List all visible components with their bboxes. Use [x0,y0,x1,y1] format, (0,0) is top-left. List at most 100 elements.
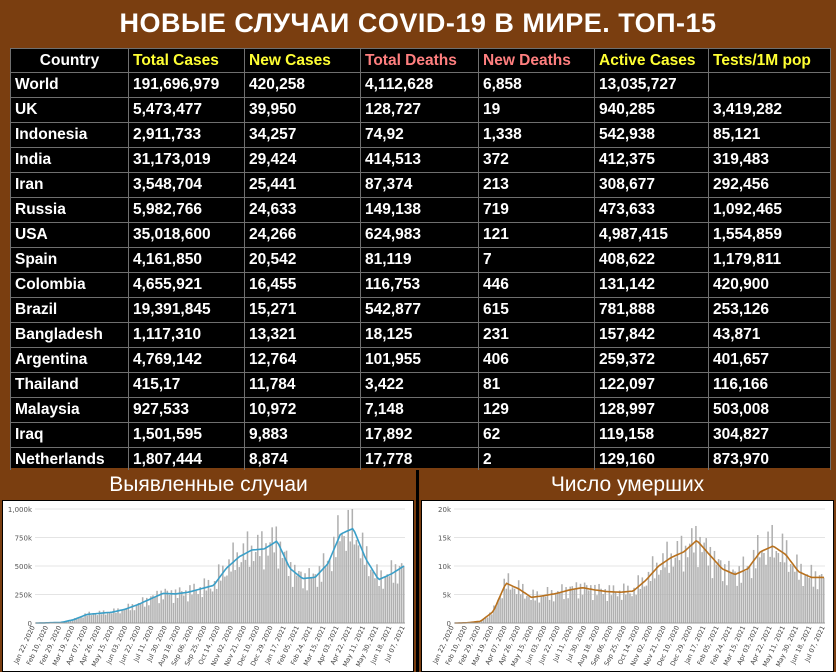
deaths-bar [658,574,660,623]
table-row[interactable]: Argentina 4,769,142 12,764 101,955 406 259,37… [10,347,831,373]
cases-bar [328,558,331,623]
cases-bar [125,609,127,623]
deaths-bar [800,563,802,623]
cell-tests-per-million: 319,483 [708,147,831,173]
cell-new-cases: 24,633 [244,197,361,223]
deaths-bar [783,562,786,623]
cell-country: India [10,147,129,173]
deaths-bar [756,535,759,623]
column-header-country[interactable]: Country [10,48,129,73]
table-row[interactable]: Brazil 19,391,845 15,271 542,877 615 781,888 2… [10,297,831,323]
cases-bar [267,555,269,623]
column-header-tests-per-million[interactable]: Tests/1M pop [708,48,831,73]
deaths-bar [524,598,526,623]
cases-bar [96,615,99,623]
cases-bar [154,597,156,623]
deaths-bar [691,528,693,623]
cases-bar [333,536,335,623]
cases-bar [318,566,321,623]
table-row[interactable]: USA 35,018,600 24,266 624,983 121 4,987,415 1,… [10,222,831,248]
deaths-bar [503,578,506,623]
table-row[interactable]: India 31,173,019 29,424 414,513 372 412,375 31… [10,147,831,173]
cases-bar [345,550,347,623]
cell-country: Netherlands [10,447,129,473]
deaths-bar [643,586,646,623]
deaths-bar [515,594,518,623]
page-title: НОВЫЕ СЛУЧАИ COVID-19 В МИРЕ. ТОП-15 [0,0,836,46]
cases-bar [164,588,167,623]
table-row[interactable]: Spain 4,161,850 20,542 81,119 7 408,622 1,179,… [10,247,831,273]
cases-bar [127,603,130,623]
table-row[interactable]: Netherlands 1,807,444 8,874 17,778 2 129,160 8… [10,447,831,473]
table-row[interactable]: World 191,696,979 420,258 4,112,628 6,858 13,… [10,72,831,98]
cell-tests-per-million: 401,657 [708,347,831,373]
cases-bar [361,532,364,623]
cases-bar [74,618,76,623]
cases-bar [121,610,123,623]
cases-bar [195,589,197,623]
deaths-bar [505,588,508,623]
deaths-bar [641,577,644,623]
cases-bar [222,565,224,623]
cases-bar [250,545,253,623]
deaths-bar [513,588,516,623]
cell-total-cases: 927,533 [128,397,245,423]
table-row[interactable]: Iran 3,548,704 25,441 87,374 213 308,677 292,4… [10,172,831,198]
cell-new-deaths: 231 [478,322,595,348]
cases-bar [129,610,132,623]
table-row[interactable]: Indonesia 2,911,733 34,257 74,92 1,338 542,93… [10,122,831,148]
cases-bar [213,581,216,623]
cases-bar [148,605,150,623]
table-row[interactable]: Malaysia 927,533 10,972 7,148 129 128,997 503,… [10,397,831,423]
cell-active-cases: 129,160 [594,447,709,473]
deaths-bar [744,571,747,623]
deaths-bar [596,595,598,623]
deaths-bar [561,584,563,623]
cell-total-cases: 4,161,850 [128,247,245,273]
cell-active-cases: 119,158 [594,422,709,448]
cases-bar [123,609,125,623]
deaths-bar [612,585,615,623]
cell-total-deaths: 18,125 [360,322,479,348]
table-row[interactable]: Iraq 1,501,595 9,883 17,892 62 119,158 304,827 [10,422,831,448]
deaths-bar [542,595,545,623]
cases-bar [238,567,241,623]
table-row[interactable]: Bangladesh 1,117,310 13,321 18,125 231 157,84… [10,322,831,348]
cell-total-cases: 5,982,766 [128,197,245,223]
cell-new-deaths: 19 [478,97,595,123]
cell-total-deaths: 74,92 [360,122,479,148]
table-row[interactable]: Colombia 4,655,921 16,455 116,753 446 131,142… [10,272,831,298]
column-header-new-cases[interactable]: New Cases [244,48,361,73]
column-header-new-deaths[interactable]: New Deaths [478,48,595,73]
cases-ytick-label: 1,000k [8,506,33,514]
deaths-bar [581,594,584,623]
column-header-active-cases[interactable]: Active Cases [594,48,709,73]
cases-bar [291,586,294,623]
deaths-bar [519,594,522,623]
cases-bar [351,509,354,623]
cases-bar [326,560,329,623]
deaths-bar [688,543,691,623]
cases-bar [298,570,300,623]
column-header-total-deaths[interactable]: Total Deaths [360,48,479,73]
deaths-bar [489,612,491,623]
deaths-bar [573,589,576,623]
deaths-bar [713,550,716,623]
cases-bar [400,563,403,623]
cell-total-deaths: 3,422 [360,372,479,398]
deaths-bar [507,573,510,623]
cases-chart-frame: 0 250k 500k 750k 1,000k Jan 22, 2020 Feb 10, 2… [2,500,414,672]
deaths-bar [655,562,658,623]
table-row[interactable]: UK 5,473,477 39,950 128,727 19 940,285 3,419,2… [10,97,831,123]
cases-bar [279,541,282,623]
cases-bar [104,614,107,623]
column-header-total-cases[interactable]: Total Cases [128,48,245,73]
cases-bar [269,542,271,623]
deaths-bar [697,567,699,623]
cases-bar [331,571,333,623]
cell-new-cases: 34,257 [244,122,361,148]
table-row[interactable]: Russia 5,982,766 24,633 149,138 719 473,633 1,… [10,197,831,223]
deaths-bar [497,599,499,623]
table-row[interactable]: Thailand 415,17 11,784 3,422 81 122,097 116,16… [10,372,831,398]
